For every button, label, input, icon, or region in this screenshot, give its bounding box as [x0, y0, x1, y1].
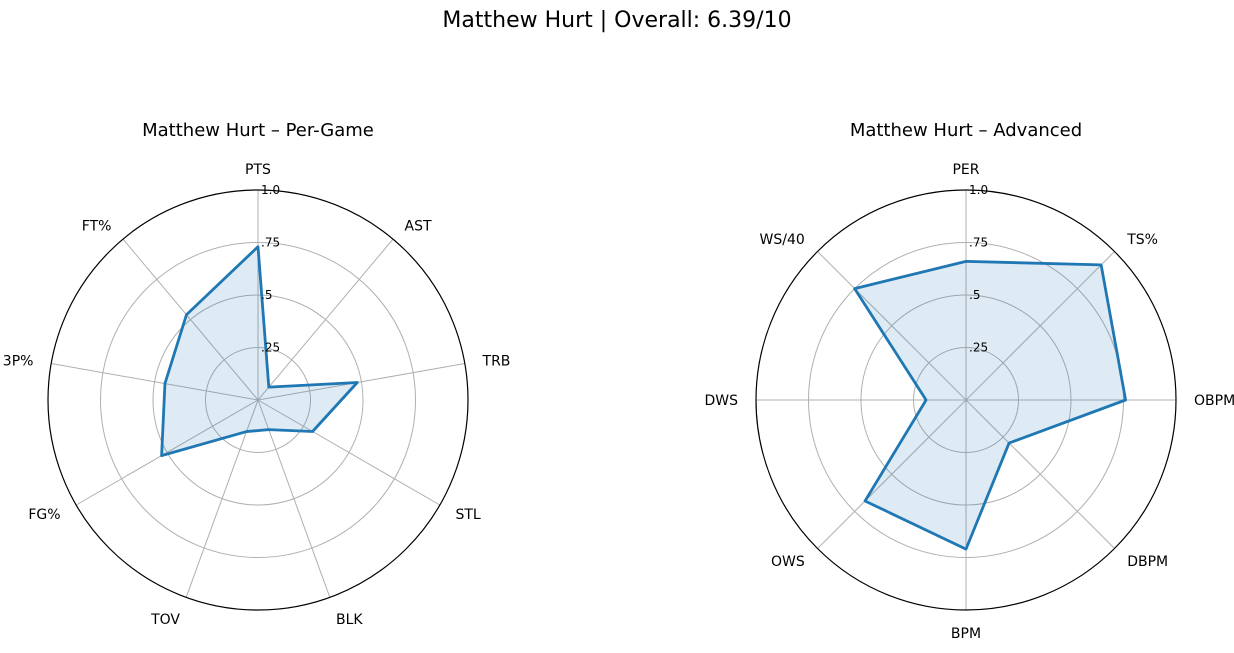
advanced-axis-label-dbpm: DBPM — [1127, 554, 1168, 570]
per-game-axis-label-trb: TRB — [482, 353, 511, 369]
advanced-spoke-ows — [817, 399, 967, 549]
advanced-area — [854, 261, 1126, 550]
per-game-rtick-label-4: 1.0 — [261, 183, 280, 197]
advanced-axis-label-ts-pct: TS% — [1126, 232, 1158, 248]
advanced-rtick-label-4: 1.0 — [969, 183, 988, 197]
advanced-chart-title: Matthew Hurt – Advanced — [849, 120, 1083, 141]
per-game-rtick-label-3: .75 — [261, 236, 280, 250]
advanced-spoke-dbpm — [965, 399, 1115, 549]
advanced-spoke-ws-per-40 — [817, 251, 967, 401]
advanced-axis-label-dws: DWS — [704, 393, 738, 409]
advanced-axis-label-per: PER — [952, 162, 979, 178]
per-game-rtick-label-1: .25 — [261, 341, 280, 355]
per-game-axis-label-pts: PTS — [245, 162, 271, 178]
figure-title: Matthew Hurt | Overall: 6.39/10 — [442, 8, 792, 33]
per-game-rtick-label-2: .5 — [261, 288, 272, 302]
per-game-spoke-blk — [257, 399, 331, 598]
per-game-spoke-ft-pct — [122, 238, 259, 401]
advanced-rtick-label-2: .5 — [969, 288, 980, 302]
per-game-spoke-stl — [257, 399, 441, 506]
per-game-spoke-3p-pct — [51, 363, 259, 401]
per-game-axis-label-blk: BLK — [336, 612, 363, 628]
per-game-axis-label-3p-pct: 3P% — [3, 353, 34, 369]
advanced-rtick-label-1: .25 — [969, 341, 988, 355]
per-game-chart-title: Matthew Hurt – Per-Game — [142, 120, 374, 141]
advanced-axis-label-ws-per-40: WS/40 — [760, 232, 805, 248]
per-game-radar: .25 .5 .75 1.0 PTS AST TRB STL BLK TOV FG% 3P% FT% — [3, 162, 511, 628]
advanced-axis-label-obpm: OBPM — [1194, 393, 1234, 409]
per-game-series-line — [160, 245, 359, 458]
advanced-axis-label-bpm: BPM — [951, 626, 981, 642]
advanced-axis-label-ows: OWS — [771, 554, 805, 570]
per-game-axis-label-fg-pct: FG% — [28, 507, 60, 523]
per-game-axis-label-ast: AST — [405, 218, 432, 234]
per-game-axis-label-ft-pct: FT% — [82, 218, 112, 234]
per-game-spoke-fg-pct — [75, 399, 259, 506]
per-game-frame — [47, 189, 469, 611]
per-game-axis-label-tov: TOV — [150, 612, 180, 628]
advanced-radar: .25 .5 .75 1.0 PER TS% OBPM DBPM BPM OWS DWS WS/40 — [704, 162, 1234, 642]
advanced-frame — [755, 189, 1177, 611]
per-game-area — [161, 246, 358, 456]
per-game-spoke-trb — [257, 363, 465, 401]
advanced-rtick-label-3: .75 — [969, 236, 988, 250]
per-game-spoke-ast — [257, 238, 394, 401]
advanced-spoke-ts-pct — [965, 251, 1115, 401]
per-game-axis-label-stl: STL — [455, 507, 480, 523]
